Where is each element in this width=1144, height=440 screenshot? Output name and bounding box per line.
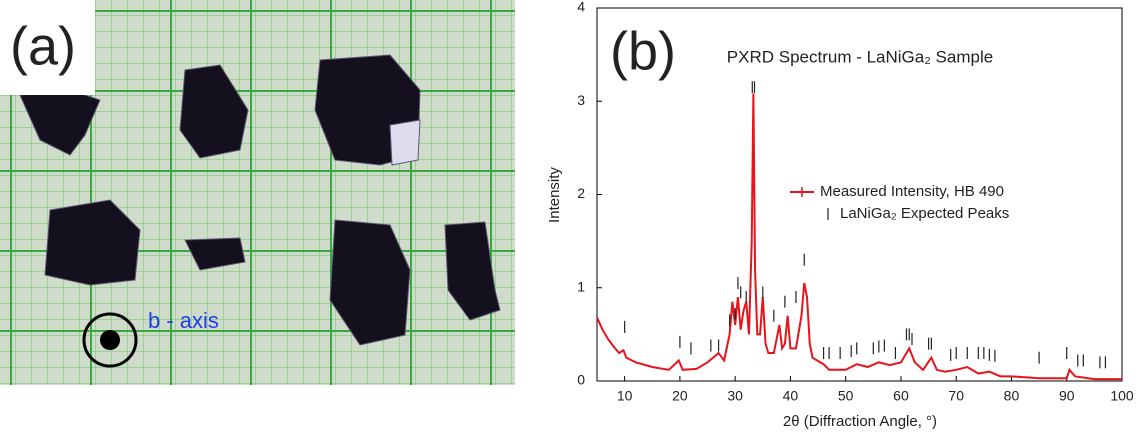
chart-title: PXRD Spectrum - LaNiGa₂ Sample	[727, 47, 993, 66]
y-tick-label: 4	[577, 0, 585, 15]
x-tick-label: 70	[948, 388, 964, 404]
axis-circle	[82, 312, 138, 368]
label-box	[0, 0, 95, 95]
y-tick-label: 3	[577, 92, 585, 108]
y-tick-label: 2	[577, 185, 585, 201]
x-tick-label: 90	[1059, 388, 1075, 404]
x-tick-label: 50	[838, 388, 854, 404]
crystal-facet	[389, 119, 421, 166]
x-tick-label: 10	[617, 388, 633, 404]
axis-annotation: b - axis	[148, 308, 219, 333]
axis-dot	[100, 330, 120, 350]
photo-panel: (a) b - axis	[0, 0, 515, 385]
panel-label: (b)	[610, 21, 676, 81]
crystal	[44, 199, 141, 286]
x-tick-label: 60	[893, 388, 909, 404]
x-tick-label: 30	[727, 388, 743, 404]
y-tick-label: 1	[577, 278, 585, 294]
crystals	[19, 54, 501, 346]
x-tick-label: 40	[783, 388, 799, 404]
legend-label: LaNiGa₂ Expected Peaks	[840, 205, 1009, 222]
crystal	[184, 237, 246, 271]
measured-line	[596, 93, 1122, 381]
y-tick-label: 0	[577, 372, 585, 388]
x-tick-label: 100	[1110, 388, 1134, 404]
panel-label: (a)	[10, 16, 76, 76]
x-tick-label: 20	[672, 388, 688, 404]
crystal	[444, 221, 501, 321]
x-axis-label: 2θ (Diffraction Angle, °)	[783, 413, 937, 430]
legend-label: Measured Intensity, HB 490	[820, 183, 1004, 200]
x-tick-label: 80	[1004, 388, 1020, 404]
y-axis-label: Intensity	[546, 167, 563, 223]
crystal	[329, 219, 411, 346]
crystal	[179, 64, 249, 159]
